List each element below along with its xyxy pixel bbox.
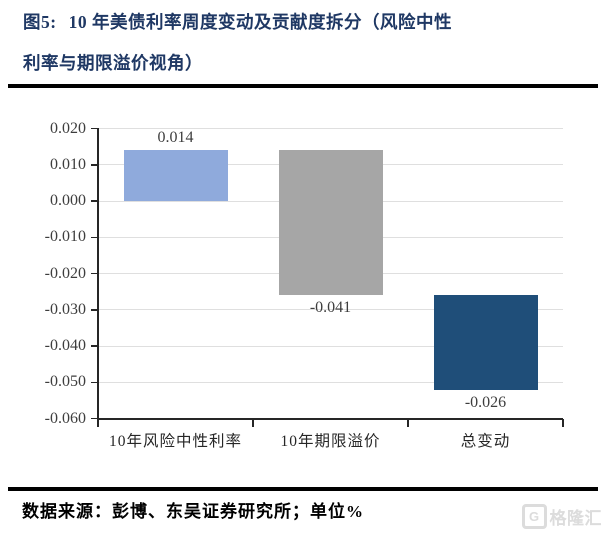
y-tick-label: 0.020 <box>50 119 86 137</box>
y-tick-label: 0.000 <box>50 192 86 209</box>
x-axis-line <box>98 417 563 420</box>
y-axis-tick <box>91 309 98 311</box>
footer-divider-rule <box>8 487 598 491</box>
y-axis-tick <box>91 164 98 166</box>
y-axis-tick <box>91 417 98 420</box>
y-tick-label: -0.050 <box>44 373 86 391</box>
x-axis-tick <box>252 418 254 427</box>
gelonghui-logo-icon: G <box>521 504 547 529</box>
chart-bar <box>123 150 228 201</box>
y-axis-tick <box>91 200 98 202</box>
y-tick-label: -0.040 <box>44 337 86 354</box>
chart-bar <box>433 295 538 390</box>
y-tick-label: 0.010 <box>50 155 86 173</box>
x-category-label: 总变动 <box>460 432 511 450</box>
chart-bar <box>278 150 383 296</box>
x-category-label: 10年期限溢价 <box>280 432 381 450</box>
y-axis-tick <box>91 236 98 238</box>
figure-title-line1: 图5: 10 年美债利率周度变动及贡献度拆分（风险中性 <box>23 2 595 43</box>
x-axis-tick <box>562 418 564 427</box>
gelonghui-watermark: G 格隆汇 <box>521 504 603 529</box>
y-axis-tick <box>91 381 98 383</box>
bar-value-label: 0.014 <box>157 129 194 147</box>
title-divider-rule <box>8 84 598 88</box>
x-category-label: 10年风险中性利率 <box>108 432 242 450</box>
gridline <box>98 345 563 347</box>
source-note: 数据来源：彭博、东吴证券研究所；单位% <box>22 502 364 521</box>
waterfall-bar-chart: 0.020 0.010 0.000 -0.010 -0.020 -0.030 -0.040 -… <box>44 119 564 450</box>
gridline <box>98 128 563 129</box>
figure-number: 图5: <box>23 12 57 32</box>
y-axis-tick <box>91 272 98 275</box>
gridline <box>98 309 563 311</box>
gridline <box>98 381 563 383</box>
x-axis-tick <box>97 418 99 427</box>
figure-title: 图5: 10 年美债利率周度变动及贡献度拆分（风险中性 利率与期限溢价视角） <box>23 2 595 84</box>
y-tick-label: -0.020 <box>44 264 86 282</box>
bar-value-label: -0.041 <box>309 299 352 317</box>
figure-title-text: 10 年美债利率周度变动及贡献度拆分（风险中性 <box>68 12 452 32</box>
y-axis-line <box>97 127 99 419</box>
y-axis-tick <box>91 127 98 130</box>
y-tick-label: -0.060 <box>44 409 86 427</box>
bar-value-label: -0.026 <box>464 393 507 411</box>
x-axis-tick <box>407 418 409 427</box>
y-axis-tick <box>91 345 98 347</box>
y-tick-label: -0.030 <box>44 300 86 318</box>
figure-title-line2: 利率与期限溢价视角） <box>23 53 203 73</box>
y-tick-label: -0.010 <box>44 228 86 246</box>
gelonghui-watermark-text: 格隆汇 <box>549 509 602 528</box>
